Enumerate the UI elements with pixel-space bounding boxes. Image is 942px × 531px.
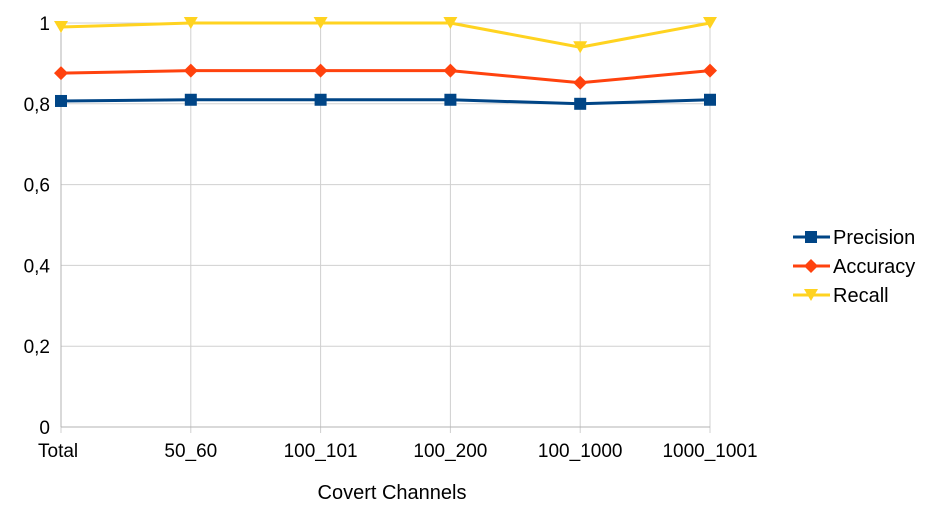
series-line-recall	[60, 21, 711, 49]
legend: Precision Accuracy Recall	[793, 227, 915, 307]
x-tick-label: 100_101	[284, 441, 358, 462]
data-point-precision	[314, 93, 327, 106]
series-lines	[54, 17, 717, 110]
y-tick-label: 0,4	[24, 256, 51, 277]
x-tick-label: Total	[38, 441, 78, 462]
tick-labels: 0 0,2 0,4 0,6 0,8 1 Total 50_60 100_101 100_200 10…	[24, 14, 758, 462]
data-point-precision	[574, 97, 587, 110]
x-tick-label: 1000_1001	[662, 441, 757, 462]
data-point-recall	[54, 21, 68, 34]
data-point-recall	[443, 17, 458, 29]
axes	[60, 23, 710, 428]
legend-marker-precision	[805, 231, 817, 243]
data-point-recall	[313, 17, 328, 29]
legend-marker-recall	[804, 289, 818, 301]
legend-label-recall: Recall	[833, 285, 889, 307]
y-tick-label: 0,8	[24, 95, 50, 116]
y-tick-label: 1	[39, 14, 50, 35]
x-axis-title: Covert Channels	[318, 482, 467, 504]
data-point-precision	[184, 93, 197, 106]
legend-marker-accuracy	[804, 259, 818, 273]
data-point-recall	[183, 17, 198, 29]
data-point-precision	[55, 94, 67, 107]
x-tick-label: 50_60	[164, 441, 217, 462]
data-point-accuracy	[313, 63, 328, 78]
y-tick-label: 0,2	[24, 337, 50, 358]
gridlines	[60, 22, 711, 433]
data-point-accuracy	[703, 63, 717, 78]
legend-label-precision: Precision	[833, 227, 915, 249]
data-point-recall	[573, 41, 588, 54]
y-tick-label: 0	[39, 418, 50, 439]
series-line-accuracy	[60, 69, 711, 85]
data-point-accuracy	[443, 63, 458, 78]
data-point-precision	[444, 93, 457, 106]
x-tick-label: 100_1000	[538, 441, 623, 462]
legend-label-accuracy: Accuracy	[833, 256, 915, 278]
data-point-accuracy	[183, 63, 198, 78]
series-line-precision	[60, 98, 711, 106]
x-tick-label: 100_200	[413, 441, 487, 462]
y-tick-label: 0,6	[24, 176, 50, 197]
data-point-accuracy	[54, 66, 68, 81]
data-point-recall	[703, 17, 717, 29]
data-point-accuracy	[573, 75, 588, 90]
data-point-precision	[704, 93, 716, 106]
